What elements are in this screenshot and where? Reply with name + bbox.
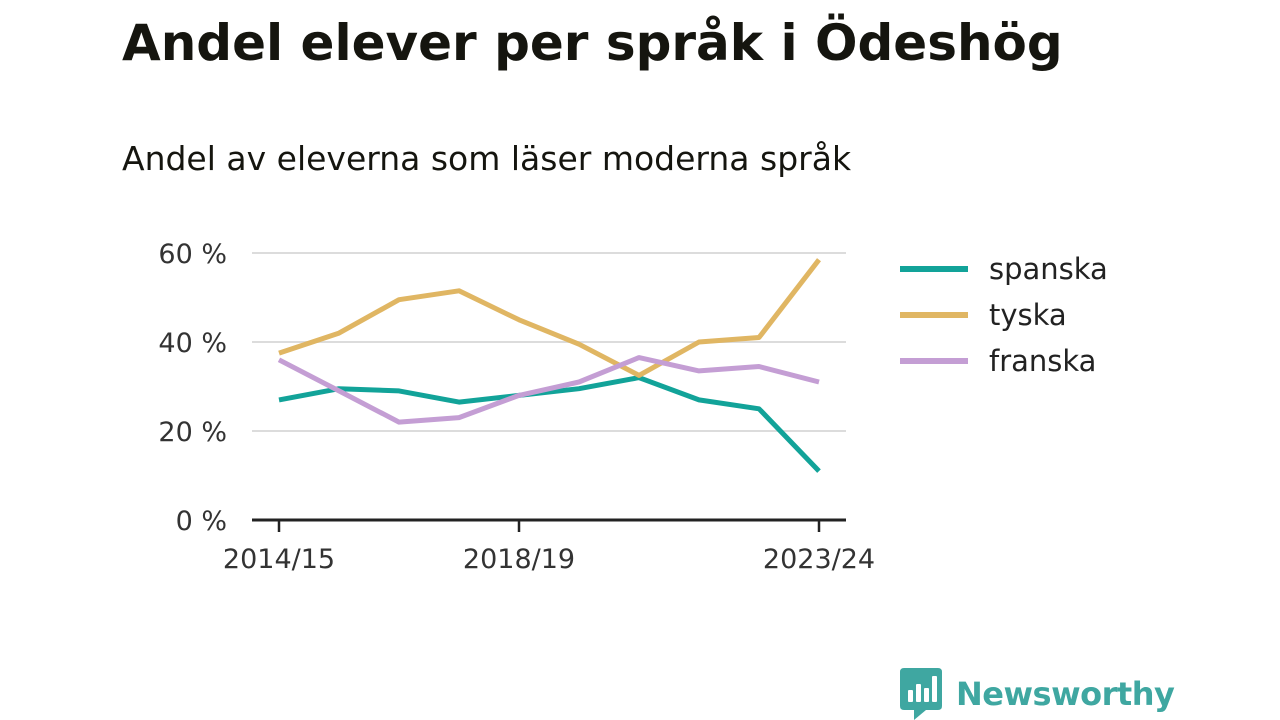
chart-subtitle: Andel av eleverna som läser moderna språ… (122, 139, 852, 178)
legend-label-tyska: tyska (989, 298, 1067, 332)
series-line-spanska (278, 375, 821, 473)
grid-lines (252, 252, 846, 432)
chart-title: Andel elever per språk i Ödeshög (122, 14, 1063, 72)
x-tick-label: 2018/19 (463, 544, 575, 575)
y-tick-label: 20 % (158, 417, 227, 448)
series-line-tyska (278, 258, 821, 378)
line-chart: 0 % 20 % 40 % 60 % 2014/15 2018/19 2023/24 spa… (158, 239, 1108, 575)
legend-label-spanska: spanska (989, 252, 1108, 286)
brand-name: Newsworthy (956, 675, 1175, 713)
legend: spanska tyska franska (900, 252, 1108, 378)
y-tick-label: 60 % (158, 239, 227, 270)
axes: 0 % 20 % 40 % 60 % 2014/15 2018/19 2023/24 (158, 239, 875, 575)
x-tick-label: 2014/15 (223, 544, 335, 575)
newsworthy-logo: Newsworthy (900, 668, 1175, 720)
newsworthy-logo-icon (900, 668, 942, 720)
y-tick-label: 0 % (176, 506, 227, 537)
legend-label-franska: franska (989, 344, 1096, 378)
series-line-franska (277, 355, 820, 425)
series-lines (277, 258, 821, 473)
x-tick-label: 2023/24 (763, 544, 875, 575)
y-tick-label: 40 % (158, 328, 227, 359)
